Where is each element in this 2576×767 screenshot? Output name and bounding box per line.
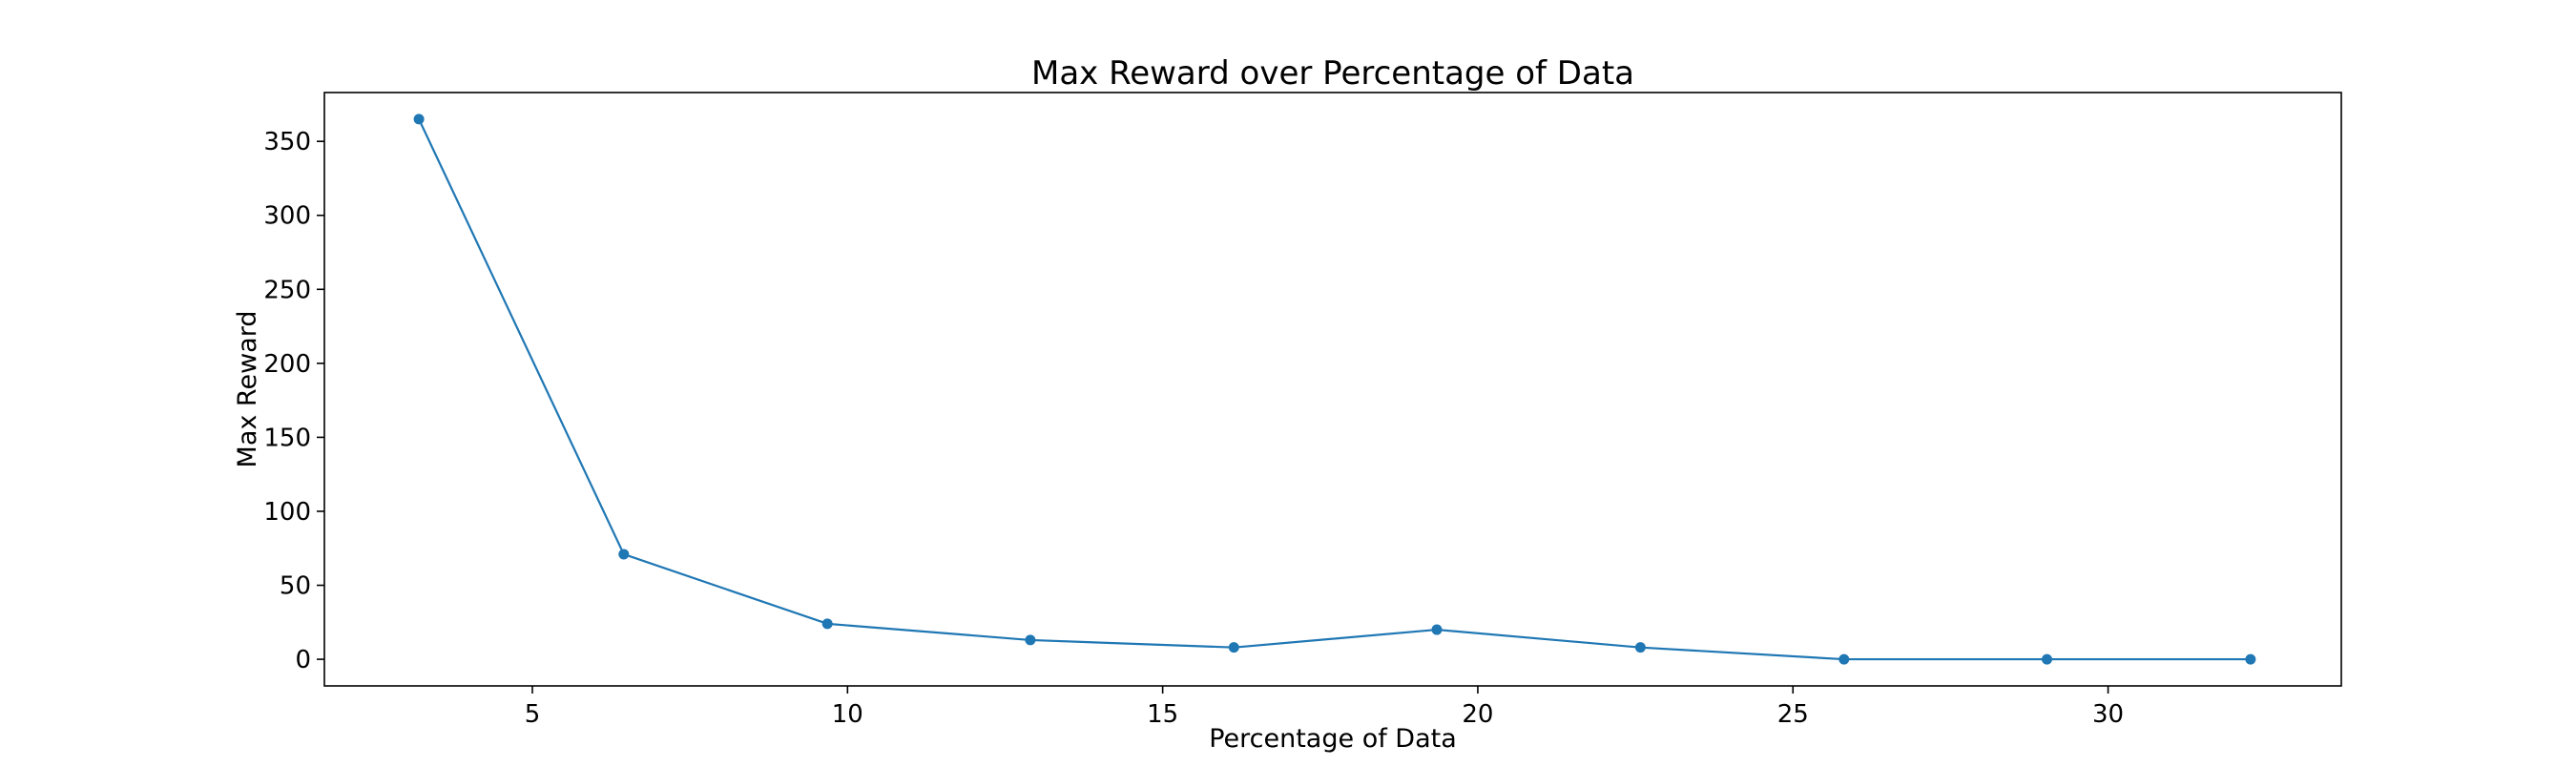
x-tick-label: 5 — [525, 700, 541, 729]
data-point — [1634, 642, 1646, 653]
x-axis-ticks: 5 10 15 20 25 30 — [525, 686, 2124, 729]
x-tick-label: 30 — [2092, 700, 2124, 729]
data-point — [1431, 624, 1443, 635]
data-point — [2245, 653, 2256, 665]
series-line — [418, 118, 2251, 661]
x-tick-label: 20 — [1462, 700, 1493, 729]
y-tick-label: 250 — [263, 276, 311, 304]
data-point — [1228, 642, 1239, 653]
x-tick-label: 15 — [1147, 700, 1178, 729]
data-point — [1839, 653, 1850, 665]
data-point — [2041, 653, 2052, 665]
y-axis-ticks: 0 50 100 150 200 250 300 350 — [263, 128, 324, 674]
y-tick-label: 200 — [263, 350, 311, 379]
y-axis-label: Max Reward — [233, 311, 262, 468]
y-tick-label: 50 — [280, 572, 311, 601]
data-point — [821, 618, 833, 630]
data-point — [413, 114, 425, 125]
plot-area: 5 10 15 20 25 30 0 50 100 150 200 250 300 350 — [263, 92, 2342, 729]
x-tick-label: 10 — [832, 700, 863, 729]
x-tick-label: 25 — [1777, 700, 1809, 729]
x-axis-label: Percentage of Data — [1209, 724, 1457, 754]
series-layer — [413, 114, 2256, 665]
data-point — [618, 549, 630, 560]
y-tick-label: 0 — [295, 646, 311, 674]
y-tick-label: 350 — [263, 128, 311, 156]
chart-title: Max Reward over Percentage of Data — [1031, 54, 1634, 93]
y-tick-label: 100 — [263, 498, 311, 527]
y-tick-label: 300 — [263, 202, 311, 231]
plot-frame — [323, 92, 2342, 687]
data-point — [1025, 634, 1036, 646]
y-tick-label: 150 — [263, 424, 311, 452]
